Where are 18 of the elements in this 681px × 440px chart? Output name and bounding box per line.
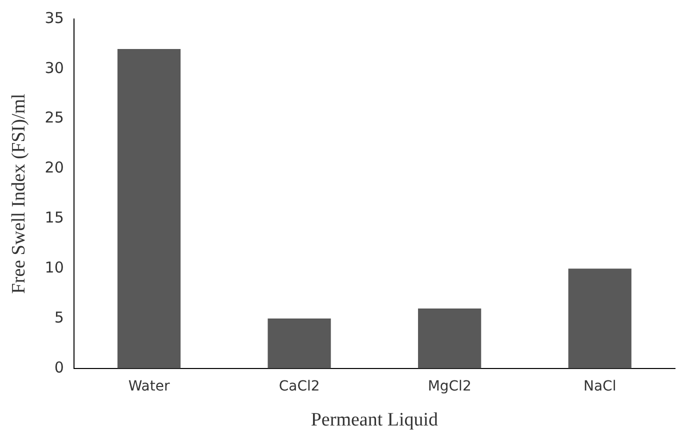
bar <box>268 318 331 368</box>
y-tick-label: 20 <box>44 158 64 177</box>
x-tick-label: MgCl2 <box>428 378 472 394</box>
x-tick-label: NaCl <box>584 378 616 394</box>
y-tick-label: 0 <box>54 358 64 376</box>
bar <box>418 308 482 368</box>
y-tick-label: 15 <box>44 208 64 227</box>
x-tick-label: CaCl2 <box>278 378 320 394</box>
y-tick-label: 5 <box>54 308 64 326</box>
y-tick-label: 25 <box>44 108 64 127</box>
y-tick-label: 10 <box>44 258 64 276</box>
bar <box>117 48 181 368</box>
y-tick-label: 35 <box>44 8 64 27</box>
y-axis-title: Free Swell Index (FSI)/ml <box>8 94 30 294</box>
x-axis-title: Permeant Liquid <box>310 410 439 431</box>
y-tick-label: 30 <box>44 58 64 77</box>
bar <box>568 268 632 368</box>
x-tick-label: Water <box>128 378 170 394</box>
